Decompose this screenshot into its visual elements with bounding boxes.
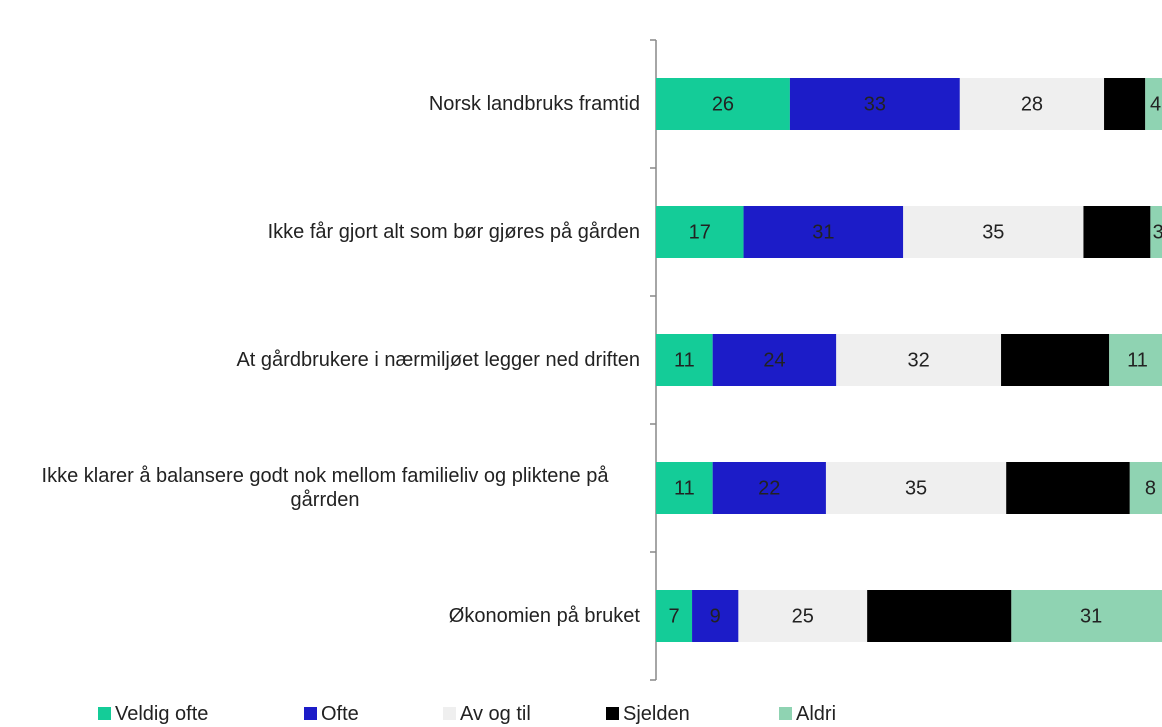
data-label: 24 bbox=[763, 349, 785, 371]
bar-segment bbox=[1109, 334, 1162, 386]
bar-segment bbox=[1001, 334, 1110, 386]
data-label: 35 bbox=[905, 477, 927, 499]
category-text: Ikke klarer å balansere godt nok mellom … bbox=[41, 465, 609, 511]
bar-segment bbox=[656, 334, 713, 386]
category-text: Ikke får gjort alt som bør gjøres på går… bbox=[267, 221, 640, 243]
data-label: 11 bbox=[674, 477, 695, 499]
bar-segment bbox=[1129, 462, 1162, 514]
category-text: Norsk landbruks framtid bbox=[428, 93, 640, 115]
bar-segment bbox=[656, 462, 713, 514]
bar-segment bbox=[656, 78, 790, 130]
category-label: Norsk landbruks framtid bbox=[0, 92, 640, 116]
bar-segment bbox=[1006, 462, 1130, 514]
bar-segment bbox=[836, 334, 1002, 386]
legend-item: Aldri bbox=[779, 702, 836, 726]
data-label: 22 bbox=[758, 477, 780, 499]
legend-label: Aldri bbox=[796, 703, 837, 725]
data-label: 4 bbox=[1150, 93, 1161, 115]
legend-label: Ofte bbox=[321, 703, 359, 725]
category-label: Økonomien på bruket bbox=[0, 604, 640, 628]
data-label: 8 bbox=[1145, 477, 1156, 499]
data-label: 11 bbox=[1127, 349, 1148, 371]
data-label: 31 bbox=[812, 221, 834, 243]
bar-segment bbox=[867, 590, 1012, 642]
category-text: Økonomien på bruket bbox=[448, 605, 640, 627]
bar-segment bbox=[1083, 206, 1151, 258]
bar-segment bbox=[825, 462, 1007, 514]
category-label: Ikke får gjort alt som bør gjøres på går… bbox=[0, 220, 640, 244]
bar-segment bbox=[789, 78, 960, 130]
bar-segment bbox=[959, 78, 1105, 130]
legend-label: Veldig ofte bbox=[115, 703, 209, 725]
bar-segment bbox=[712, 334, 837, 386]
legend-swatch bbox=[606, 707, 619, 720]
legend: Veldig ofte Ofte Av og til Sjelden Aldri bbox=[0, 702, 1162, 726]
legend-label: Av og til bbox=[460, 703, 531, 725]
data-label: 26 bbox=[712, 93, 734, 115]
data-label: 33 bbox=[864, 93, 886, 115]
legend-item: Sjelden bbox=[606, 702, 690, 726]
data-label: 9 bbox=[710, 605, 721, 627]
bar-segment bbox=[1150, 206, 1162, 258]
bar-segment bbox=[692, 590, 739, 642]
data-label: 31 bbox=[1080, 605, 1102, 627]
legend-swatch bbox=[443, 707, 456, 720]
legend-swatch bbox=[304, 707, 317, 720]
legend-item: Ofte bbox=[304, 702, 359, 726]
data-label: 11 bbox=[674, 349, 695, 371]
bar-segment bbox=[1104, 78, 1146, 130]
data-label: 35 bbox=[982, 221, 1004, 243]
bar-segment bbox=[1011, 590, 1162, 642]
legend-item: Veldig ofte bbox=[98, 702, 208, 726]
category-label: At gårdbrukere i nærmiljøet legger ned d… bbox=[0, 348, 640, 372]
data-label: 25 bbox=[792, 605, 814, 627]
bar-segment bbox=[712, 462, 826, 514]
data-label: 28 bbox=[1021, 93, 1043, 115]
data-label: 17 bbox=[689, 221, 711, 243]
data-label: 3 bbox=[1153, 221, 1162, 243]
legend-label: Sjelden bbox=[623, 703, 690, 725]
legend-swatch bbox=[98, 707, 111, 720]
category-label: Ikke klarer å balansere godt nok mellom … bbox=[0, 464, 640, 512]
legend-swatch bbox=[779, 707, 792, 720]
category-text: At gårdbrukere i nærmiljøet legger ned d… bbox=[236, 349, 640, 371]
bar-segment bbox=[656, 590, 693, 642]
bar-segment bbox=[738, 590, 868, 642]
bar-segment bbox=[656, 206, 744, 258]
bar-segment bbox=[743, 206, 904, 258]
bar-segment bbox=[903, 206, 1084, 258]
legend-item: Av og til bbox=[443, 702, 531, 726]
data-label: 32 bbox=[908, 349, 930, 371]
bar-segment bbox=[1145, 78, 1162, 130]
data-label: 7 bbox=[668, 605, 679, 627]
